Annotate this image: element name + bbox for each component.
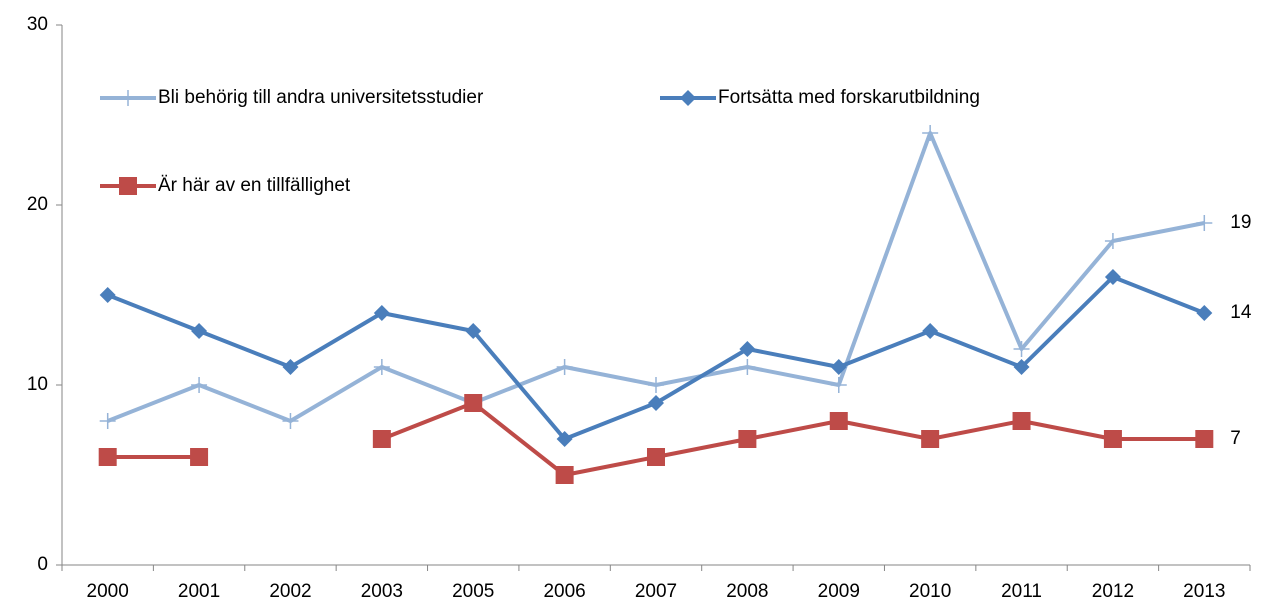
legend-marker xyxy=(119,177,137,195)
marker xyxy=(829,412,848,430)
series-line xyxy=(381,401,1205,477)
marker xyxy=(922,125,939,141)
x-tick-label: 2005 xyxy=(452,581,494,602)
marker xyxy=(373,359,390,375)
marker xyxy=(648,395,664,411)
marker xyxy=(647,448,665,466)
marker xyxy=(1012,412,1031,430)
legend-marker xyxy=(680,90,696,106)
x-tick-label: 2011 xyxy=(1001,581,1042,602)
x-tick-label: 2003 xyxy=(361,581,403,602)
marker xyxy=(738,430,757,448)
marker xyxy=(921,430,940,448)
legend-label: Är här av en tillfällighet xyxy=(158,175,351,196)
marker xyxy=(555,466,574,484)
marker xyxy=(1013,359,1030,375)
y-tick-label: 20 xyxy=(27,194,48,215)
data-label: 14 xyxy=(1230,302,1252,323)
marker xyxy=(739,341,756,357)
x-tick-label: 2010 xyxy=(909,581,951,602)
marker xyxy=(556,359,573,375)
marker xyxy=(739,359,756,375)
x-tick-label: 2000 xyxy=(87,581,129,602)
marker xyxy=(1104,269,1121,285)
marker xyxy=(1195,430,1214,448)
marker xyxy=(464,394,483,412)
legend-marker xyxy=(120,90,136,106)
x-tick-label: 2007 xyxy=(635,581,677,602)
y-tick-label: 0 xyxy=(37,554,48,575)
marker xyxy=(99,287,116,303)
x-tick-label: 2001 xyxy=(178,581,220,602)
marker xyxy=(1104,233,1121,249)
marker xyxy=(282,359,299,375)
legend-label: Fortsätta med forskarutbildning xyxy=(718,87,980,108)
marker xyxy=(98,448,117,466)
marker xyxy=(1013,341,1030,357)
marker xyxy=(190,448,209,466)
x-tick-label: 2008 xyxy=(726,581,768,602)
x-tick-label: 2006 xyxy=(543,581,585,602)
marker xyxy=(191,377,208,393)
marker xyxy=(465,323,482,339)
marker xyxy=(648,377,664,393)
marker xyxy=(830,377,847,393)
marker xyxy=(282,413,299,429)
marker xyxy=(1103,430,1122,448)
x-tick-label: 2009 xyxy=(818,581,860,602)
marker xyxy=(556,431,573,447)
marker xyxy=(1196,305,1213,321)
data-label: 7 xyxy=(1230,428,1241,449)
x-tick-label: 2012 xyxy=(1092,581,1134,602)
marker xyxy=(191,323,208,339)
x-tick-label: 2002 xyxy=(269,581,311,602)
y-tick-label: 10 xyxy=(27,374,48,395)
marker xyxy=(922,323,939,339)
marker xyxy=(373,305,390,321)
marker xyxy=(372,430,391,448)
data-label: 19 xyxy=(1230,212,1251,233)
legend-label: Bli behörig till andra universitetsstudi… xyxy=(158,87,484,108)
marker xyxy=(99,413,116,429)
x-tick-label: 2013 xyxy=(1183,581,1225,602)
y-tick-label: 30 xyxy=(27,14,48,35)
marker xyxy=(1196,215,1213,231)
marker xyxy=(830,359,847,375)
